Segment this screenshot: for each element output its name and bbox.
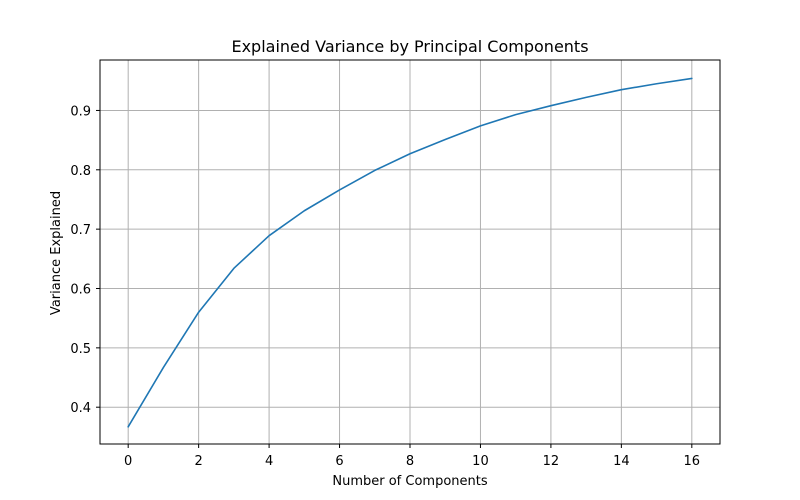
x-tick-label: 6 xyxy=(335,454,343,469)
series-layer xyxy=(127,77,693,428)
y-tick-label: 0.9 xyxy=(70,104,91,119)
x-tick-label: 4 xyxy=(265,454,273,469)
chart-title: Explained Variance by Principal Componen… xyxy=(231,37,588,56)
y-tick-label: 0.7 xyxy=(70,223,91,238)
x-tick-label: 10 xyxy=(472,454,489,469)
x-tick-label: 14 xyxy=(613,454,630,469)
x-tick-label: 2 xyxy=(194,454,202,469)
tick-layer: 0 2 4 6 8 10 12 14 16 0.4 0.5 0.6 0.7 0.8 0.9 xyxy=(70,104,700,469)
grid-layer xyxy=(100,60,720,444)
x-tick-label: 8 xyxy=(406,454,414,469)
series-line xyxy=(127,77,693,428)
x-tick-label: 16 xyxy=(684,454,701,469)
y-tick-label: 0.6 xyxy=(70,283,91,298)
y-tick-label: 0.5 xyxy=(70,342,91,357)
x-axis-label: Number of Components xyxy=(332,474,487,489)
y-tick-label: 0.4 xyxy=(70,401,91,416)
y-axis-label: Variance Explained xyxy=(49,191,64,315)
x-tick-label: 0 xyxy=(124,454,132,469)
y-tick-label: 0.8 xyxy=(70,164,91,179)
x-tick-label: 12 xyxy=(543,454,560,469)
